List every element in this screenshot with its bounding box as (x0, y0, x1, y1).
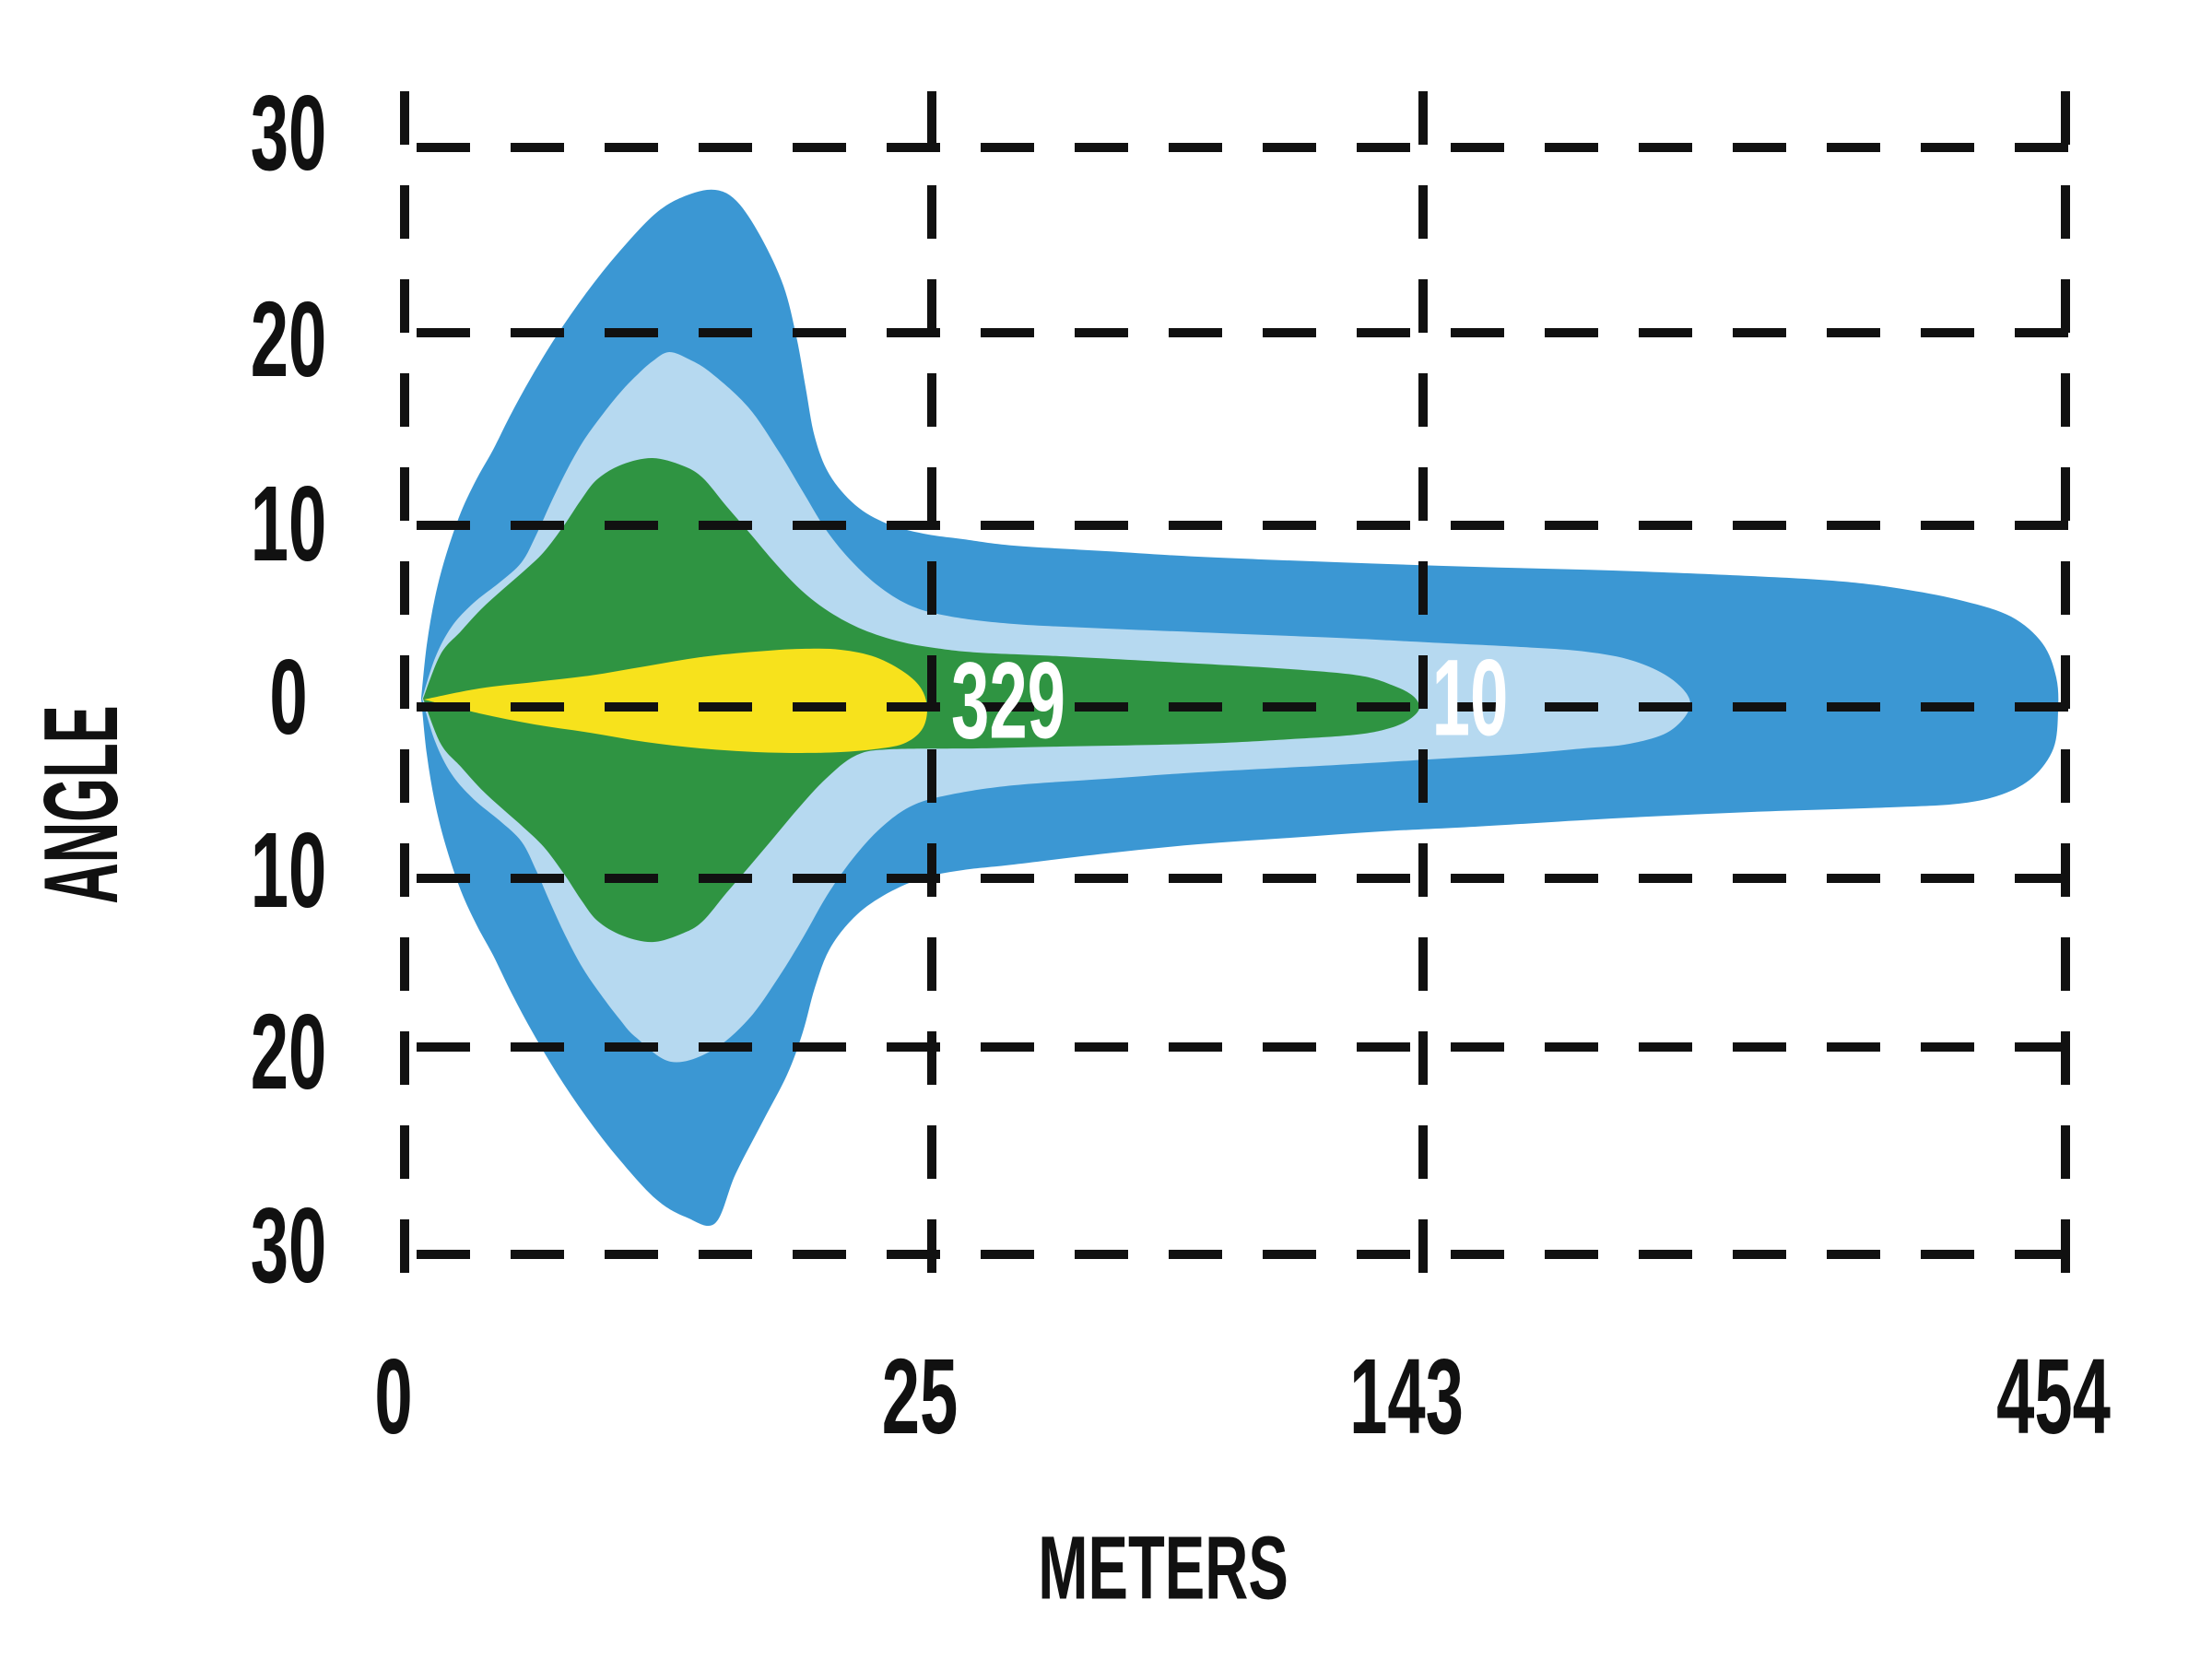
svg-text:10: 10 (251, 464, 327, 583)
svg-text:0: 0 (374, 1336, 412, 1456)
svg-text:ANGLE: ANGLE (23, 705, 140, 903)
svg-text:25: 25 (882, 1336, 959, 1456)
svg-text:30: 30 (251, 1185, 327, 1305)
svg-text:143: 143 (1349, 1336, 1464, 1456)
svg-text:454: 454 (1996, 1336, 2111, 1456)
svg-text:METERS: METERS (1038, 1517, 1288, 1618)
svg-text:20: 20 (251, 279, 327, 399)
svg-text:10: 10 (1432, 637, 1509, 759)
svg-text:30: 30 (251, 73, 327, 193)
svg-text:20: 20 (251, 992, 327, 1112)
svg-text:10: 10 (251, 810, 327, 930)
svg-text:0: 0 (269, 637, 307, 757)
svg-text:329: 329 (951, 640, 1065, 761)
